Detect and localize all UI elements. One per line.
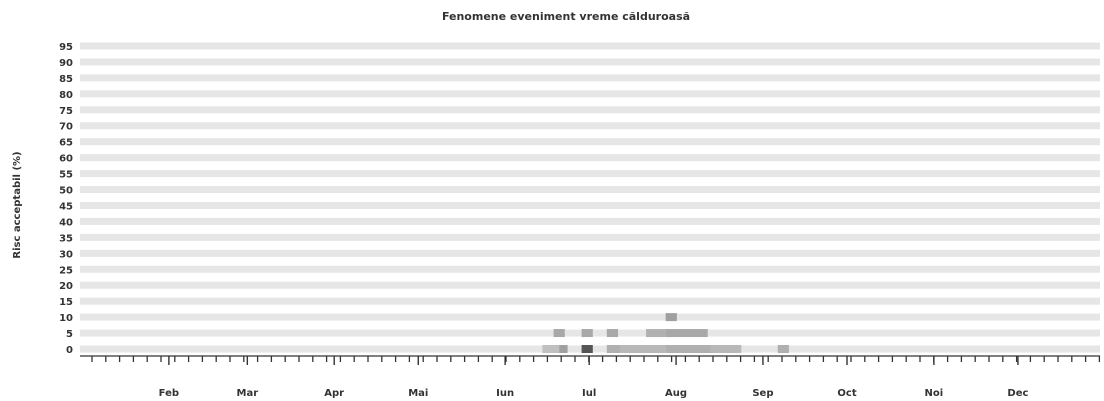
- y-tick-label: 55: [59, 170, 73, 181]
- gridline-band: [80, 186, 1100, 194]
- x-tick-label: Oct: [837, 388, 856, 399]
- y-tick-label: 95: [59, 42, 73, 53]
- gridline-band: [80, 138, 1100, 146]
- gridline-band: [80, 281, 1100, 289]
- gridline-band: [80, 201, 1100, 209]
- y-tick-label: 65: [59, 138, 73, 149]
- heatmap-cell: [710, 345, 742, 353]
- y-tick-label: 30: [59, 249, 73, 260]
- x-tick-label: Sep: [752, 388, 773, 399]
- heatmap-cells: [542, 313, 789, 353]
- heatmap-cell: [581, 329, 593, 338]
- x-tick-label: Dec: [1007, 388, 1028, 399]
- heatmap-cell: [665, 313, 677, 322]
- heatmap-cell: [581, 345, 593, 353]
- gridline-band: [80, 42, 1100, 50]
- gridline-band: [80, 249, 1100, 257]
- heatmap-cell: [559, 345, 568, 353]
- y-tick-label: 0: [66, 345, 73, 356]
- y-tick-label: 15: [59, 297, 73, 308]
- x-tick-label: Iul: [582, 388, 596, 399]
- x-tick-label: Aug: [665, 388, 687, 399]
- y-tick-label: 45: [59, 201, 73, 212]
- y-tick-label: 20: [59, 281, 73, 292]
- heatmap-cell: [665, 329, 708, 338]
- x-tick-label: Mai: [408, 388, 428, 399]
- x-tick-label: Iun: [496, 388, 514, 399]
- gridline-band: [80, 233, 1100, 241]
- x-tick-label: Noi: [925, 388, 944, 399]
- x-tick-label: Feb: [159, 388, 179, 399]
- y-tick-label: 60: [59, 154, 73, 165]
- y-axis-label: Risc acceptabil (%): [12, 151, 23, 258]
- y-tick-label: 25: [59, 265, 73, 276]
- x-tick-label: Apr: [324, 388, 344, 399]
- heatmap-cell: [665, 345, 711, 353]
- heatmap-cell: [777, 345, 789, 353]
- gridline-band: [80, 313, 1100, 321]
- gridline-band: [80, 74, 1100, 82]
- y-axis-ticks: 0 5 10 15 20 25 30 35 40 45 50 55 60 65 70 75 80 85 90 95: [59, 42, 73, 356]
- gridline-band: [80, 106, 1100, 114]
- y-tick-label: 50: [59, 186, 73, 197]
- chart-title: Fenomene eveniment vreme călduroasă: [442, 10, 690, 23]
- gridline-band: [80, 122, 1100, 130]
- heatmap-cell: [646, 329, 666, 338]
- gridline-band: [80, 265, 1100, 273]
- y-tick-label: 80: [59, 90, 73, 101]
- heatmap-cell: [606, 329, 619, 338]
- gridline-band: [80, 297, 1100, 305]
- heatmap-cell: [542, 345, 560, 353]
- y-tick-label: 70: [59, 122, 73, 133]
- y-tick-label: 35: [59, 233, 73, 244]
- gridline-bands: [80, 42, 1100, 353]
- y-tick-label: 40: [59, 217, 73, 228]
- gridline-band: [80, 58, 1100, 66]
- y-tick-label: 90: [59, 58, 73, 69]
- y-tick-label: 85: [59, 74, 73, 85]
- y-tick-label: 5: [66, 329, 73, 340]
- y-tick-label: 75: [59, 106, 73, 117]
- x-axis: Feb Mar Apr Mai Iun Iul Aug Sep Oct Noi Dec: [80, 355, 1101, 399]
- heatmap-cell: [606, 345, 621, 353]
- y-tick-label: 10: [59, 313, 73, 324]
- x-tick-label: Mar: [237, 388, 259, 399]
- gridline-band: [80, 170, 1100, 178]
- gridline-band: [80, 90, 1100, 98]
- gridline-band: [80, 217, 1100, 225]
- gridline-band: [80, 154, 1100, 162]
- heatmap-cell: [620, 345, 666, 353]
- heatmap-cell: [553, 329, 565, 338]
